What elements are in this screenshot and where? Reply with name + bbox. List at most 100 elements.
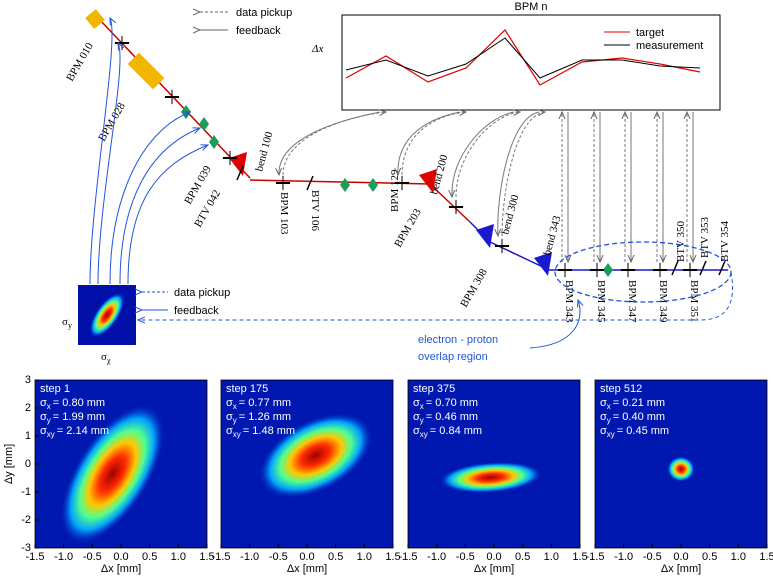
element-label: BPM 308 <box>458 266 490 309</box>
screen <box>672 261 678 275</box>
pickup-arrow <box>283 112 386 175</box>
quadrupole <box>368 178 378 192</box>
element-label: BTV 350 <box>675 220 687 262</box>
subscript: xy <box>233 430 241 439</box>
value: = 1.99 mm <box>53 411 105 423</box>
y-axis-label: Δy [mm] <box>3 444 15 484</box>
x-tick-label: 0.5 <box>702 551 717 563</box>
x-tick-label: -0.5 <box>83 551 102 563</box>
subscript: y <box>233 416 237 425</box>
value: = 1.26 mm <box>239 411 291 423</box>
subscript: y <box>607 416 611 425</box>
feedback-arrow-blue <box>120 128 200 284</box>
y-tick-label: -1 <box>21 486 31 498</box>
x-tick-label: -1.5 <box>212 551 231 563</box>
value: = 0.70 mm <box>426 397 478 409</box>
value: = 0.21 mm <box>613 397 665 409</box>
pickup-arrow <box>402 112 466 175</box>
subscript: xy <box>47 430 55 439</box>
element-label: bend 100 <box>253 130 275 173</box>
quadrupole <box>199 117 209 131</box>
y-tick-label: 1 <box>25 430 31 442</box>
subscript: y <box>420 416 424 425</box>
value: = 0.45 mm <box>617 425 669 437</box>
overlap-label: electron - proton <box>418 334 498 346</box>
quadrupole <box>340 178 350 192</box>
screen <box>719 261 725 275</box>
value: = 1.48 mm <box>243 425 295 437</box>
bpm-plot-ylabel: Δx <box>311 43 323 55</box>
x-tick-label: -0.5 <box>456 551 475 563</box>
value: = 0.46 mm <box>426 411 478 423</box>
mirror <box>85 9 105 29</box>
element-label: BTV 106 <box>309 190 321 232</box>
element-label: BPM 345 <box>595 280 607 323</box>
y-tick-label: -3 <box>21 542 31 554</box>
x-tick-label: 0.0 <box>113 551 128 563</box>
legend-target-label: target <box>636 27 664 39</box>
feedback-arrow-blue <box>110 112 190 284</box>
x-tick-label: 0.5 <box>328 551 343 563</box>
feedback-arrow <box>398 112 460 175</box>
step-label: step 512 <box>600 383 642 395</box>
legend-pickup: data pickup <box>236 7 292 19</box>
x-tick-label: 0.0 <box>299 551 314 563</box>
subscript: χ <box>106 356 111 365</box>
x-tick-label: -0.5 <box>269 551 288 563</box>
subscript: y <box>68 321 72 330</box>
legend-feedback: feedback <box>236 25 281 37</box>
x-tick-label: 1.0 <box>731 551 746 563</box>
feedback-arrow <box>452 112 514 197</box>
element-label: BPM 129 <box>389 169 401 212</box>
element-label: BTV 354 <box>719 220 731 262</box>
y-tick-label: 2 <box>25 402 31 414</box>
camera-sigma-y: σy <box>62 316 72 330</box>
bend-magnet <box>476 224 494 248</box>
x-tick-label: -1.0 <box>240 551 259 563</box>
x-tick-label: -0.5 <box>643 551 662 563</box>
x-tick-label: -1.0 <box>54 551 73 563</box>
element-label: bend 343 <box>541 214 563 257</box>
y-tick-label: 3 <box>25 374 31 386</box>
x-tick-label: 1.5 <box>759 551 773 563</box>
subscript: y <box>47 416 51 425</box>
x-axis-label: Δx [mm] <box>287 563 327 575</box>
step-label: step 175 <box>226 383 268 395</box>
quadrupole <box>603 263 613 277</box>
legend-pickup-bottom: data pickup <box>174 287 230 299</box>
subscript: x <box>233 402 237 411</box>
subscript: x <box>420 402 424 411</box>
x-tick-label: -1.5 <box>586 551 605 563</box>
x-tick-label: -1.0 <box>427 551 446 563</box>
element-label: BPM 010 <box>64 40 96 83</box>
x-tick-label: 0.0 <box>486 551 501 563</box>
value: = 2.14 mm <box>57 425 109 437</box>
overlap-label: overlap region <box>418 351 488 363</box>
screen <box>700 261 706 275</box>
value: = 0.40 mm <box>613 411 665 423</box>
x-tick-label: -1.0 <box>614 551 633 563</box>
figure: BPM 010BPM 028BPM 039BTV 042bend 100BPM … <box>0 0 773 579</box>
step-label: step 375 <box>413 383 455 395</box>
x-tick-label: 1.0 <box>171 551 186 563</box>
y-tick-label: -2 <box>21 514 31 526</box>
x-tick-label: 0.0 <box>673 551 688 563</box>
x-tick-label: 1.0 <box>357 551 372 563</box>
step-label: step 1 <box>40 383 70 395</box>
x-axis-label: Δx [mm] <box>474 563 514 575</box>
subscript: xy <box>420 430 428 439</box>
element-label: BPM 103 <box>278 192 290 235</box>
undulator <box>128 53 165 90</box>
subscript: x <box>47 402 51 411</box>
x-tick-label: 0.5 <box>515 551 530 563</box>
x-axis-label: Δx [mm] <box>101 563 141 575</box>
x-axis-label: Δx [mm] <box>661 563 701 575</box>
element-label: BPM 351 <box>688 280 700 323</box>
value: = 0.77 mm <box>239 397 291 409</box>
x-tick-label: -1.5 <box>399 551 418 563</box>
screen <box>307 176 313 190</box>
camera-sigma-x: σχ <box>101 351 111 365</box>
x-tick-label: 1.0 <box>544 551 559 563</box>
legend-measurement-label: measurement <box>636 40 703 52</box>
heatmap-spot <box>667 456 695 481</box>
